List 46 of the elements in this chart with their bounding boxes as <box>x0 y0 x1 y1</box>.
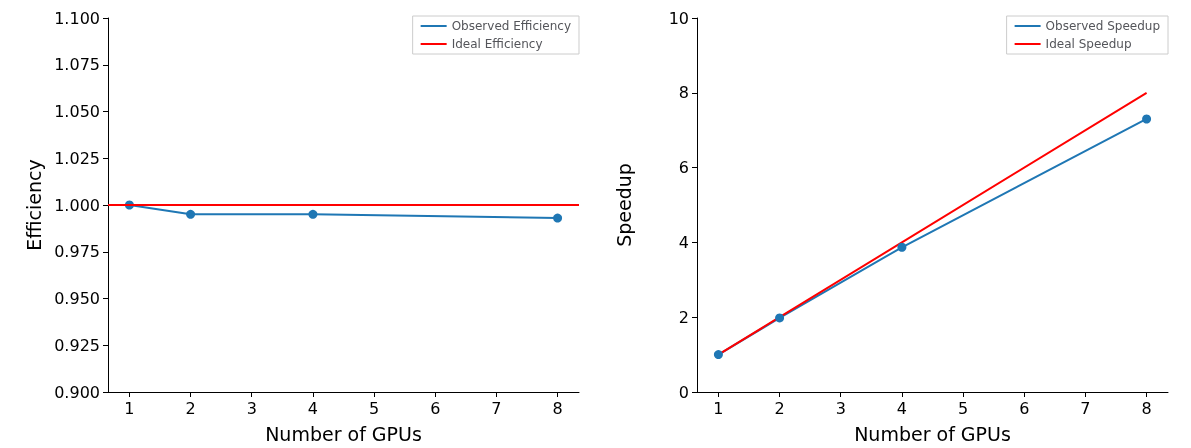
y-tick-label: 0.925 <box>54 335 100 355</box>
y-tick-label: 0.950 <box>54 289 100 308</box>
y-axis-title: Speedup <box>612 163 635 247</box>
x-tick-label: 2 <box>774 398 785 418</box>
x-tick-label: 4 <box>307 398 319 418</box>
legend-label: Ideal Efficiency <box>451 37 543 51</box>
point <box>897 242 907 252</box>
y-tick-label: 4 <box>678 232 689 252</box>
legend-label: Ideal Speedup <box>1045 37 1132 51</box>
y-tick-label: 2 <box>678 307 689 327</box>
x-tick-label: 7 <box>1080 398 1091 418</box>
x-tick-label: 4 <box>896 398 908 418</box>
y-tick-label: 8 <box>678 83 689 103</box>
y-tick-label: 1.050 <box>54 102 100 121</box>
point <box>553 213 563 223</box>
point <box>713 350 723 360</box>
y-tick-label: 0.900 <box>54 382 100 402</box>
point <box>308 209 318 219</box>
legend-label: Observed Speedup <box>1045 19 1160 33</box>
x-tick-label: 3 <box>246 398 257 418</box>
x-tick-label: 8 <box>1141 398 1152 418</box>
x-axis-title: Number of GPUs <box>265 422 422 445</box>
x-tick-label: 2 <box>185 398 196 418</box>
point <box>775 313 785 323</box>
y-tick-label: 0.975 <box>54 242 100 262</box>
y-tick-label: 1.075 <box>54 55 100 75</box>
x-tick-label: 5 <box>368 398 380 418</box>
x-axis-title: Number of GPUs <box>854 422 1011 445</box>
x-tick-label: 6 <box>1019 398 1030 418</box>
point <box>186 209 196 219</box>
x-tick-label: 8 <box>552 398 563 418</box>
x-tick-label: 5 <box>957 398 969 418</box>
y-axis-title: Efficiency <box>22 159 45 251</box>
point <box>1142 114 1152 124</box>
y-tick-label: 1.025 <box>54 148 100 168</box>
legend-label: Observed Efficiency <box>451 19 572 33</box>
x-tick-label: 1 <box>124 398 135 418</box>
y-tick-label: 1.100 <box>54 8 100 28</box>
x-tick-label: 1 <box>713 398 724 418</box>
y-tick-label: 0 <box>678 382 689 402</box>
x-tick-label: 6 <box>430 398 441 418</box>
y-tick-label: 10 <box>668 8 689 28</box>
y-tick-label: 1.000 <box>54 195 100 215</box>
y-tick-label: 6 <box>678 158 689 178</box>
x-tick-label: 3 <box>835 398 846 418</box>
x-tick-label: 7 <box>491 398 502 418</box>
